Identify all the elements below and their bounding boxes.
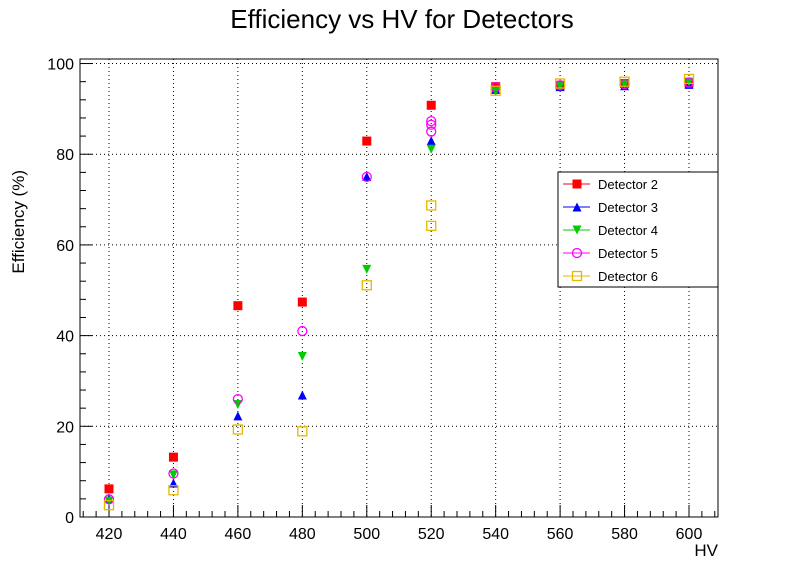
data-point [554, 78, 566, 89]
data-point [362, 136, 372, 146]
data-point [426, 115, 437, 127]
data-point [103, 494, 115, 505]
y-tick-label: 40 [56, 329, 74, 346]
data-point [426, 200, 437, 211]
data-point [232, 393, 244, 405]
data-point [297, 351, 307, 361]
y-axis-label: Efficiency (%) [9, 170, 28, 274]
x-tick-label: 600 [676, 526, 703, 543]
data-point [684, 77, 694, 87]
series-5 [103, 73, 695, 511]
x-tick-label: 420 [96, 526, 123, 543]
legend-label: Detector 5 [598, 246, 658, 261]
data-point [426, 119, 437, 130]
legend-marker [571, 247, 583, 259]
data-point [426, 126, 437, 137]
data-point [362, 264, 372, 274]
data-point [490, 85, 501, 96]
data-point [168, 470, 178, 480]
data-point [168, 452, 178, 462]
axes: 420 440 460 480 500 520 540 560 580 600 0 20 40 60 80 1… [47, 57, 716, 543]
y-tick-label: 100 [47, 57, 74, 74]
x-tick-label: 440 [160, 526, 187, 543]
data-point [104, 484, 114, 494]
x-tick-label: 520 [418, 526, 445, 543]
x-tick-label: 560 [547, 526, 574, 543]
legend-label: Detector 3 [598, 200, 658, 215]
data-point [233, 411, 243, 421]
x-tick-label: 580 [611, 526, 638, 543]
legend: Detector 2 Detector 3 Detector 4 Detector 5… [557, 171, 719, 288]
chart-title: Efficiency vs HV for Detectors [230, 4, 573, 34]
y-tick-label: 20 [56, 419, 74, 436]
data-point [168, 468, 179, 479]
x-tick-label: 500 [353, 526, 380, 543]
data-point [426, 100, 436, 110]
y-tick-label: 80 [56, 147, 74, 164]
data-point [361, 280, 372, 291]
legend-marker [572, 179, 582, 189]
x-axis-label: HV [694, 541, 718, 560]
plot-frame [79, 58, 719, 518]
data-point [426, 144, 436, 154]
data-point [361, 171, 372, 183]
y-tick-label: 0 [65, 510, 74, 527]
data-point [103, 500, 115, 511]
data-point [620, 79, 630, 89]
x-tick-label: 540 [482, 526, 509, 543]
x-tick-label: 460 [225, 526, 252, 543]
series-3 [104, 77, 694, 506]
legend-marker [572, 225, 582, 235]
legend-marker [572, 202, 582, 212]
data-point [555, 81, 565, 91]
data-points [103, 73, 695, 511]
legend-label: Detector 2 [598, 177, 658, 192]
data-point [362, 171, 372, 181]
data-point [297, 390, 307, 400]
data-point [232, 424, 244, 435]
legend-label: Detector 6 [598, 269, 658, 284]
data-point [297, 325, 308, 337]
data-point [297, 426, 308, 437]
legend-label: Detector 4 [598, 223, 658, 238]
data-point [619, 76, 630, 87]
x-tick-label: 480 [289, 526, 316, 543]
data-point [426, 220, 437, 232]
data-point [233, 301, 243, 311]
legend-marker [571, 270, 583, 282]
data-point [168, 485, 179, 496]
data-point [683, 73, 695, 85]
data-point [297, 297, 307, 307]
grid-lines [80, 59, 718, 517]
y-tick-label: 60 [56, 238, 74, 255]
data-point [233, 400, 243, 410]
data-point [426, 136, 436, 146]
